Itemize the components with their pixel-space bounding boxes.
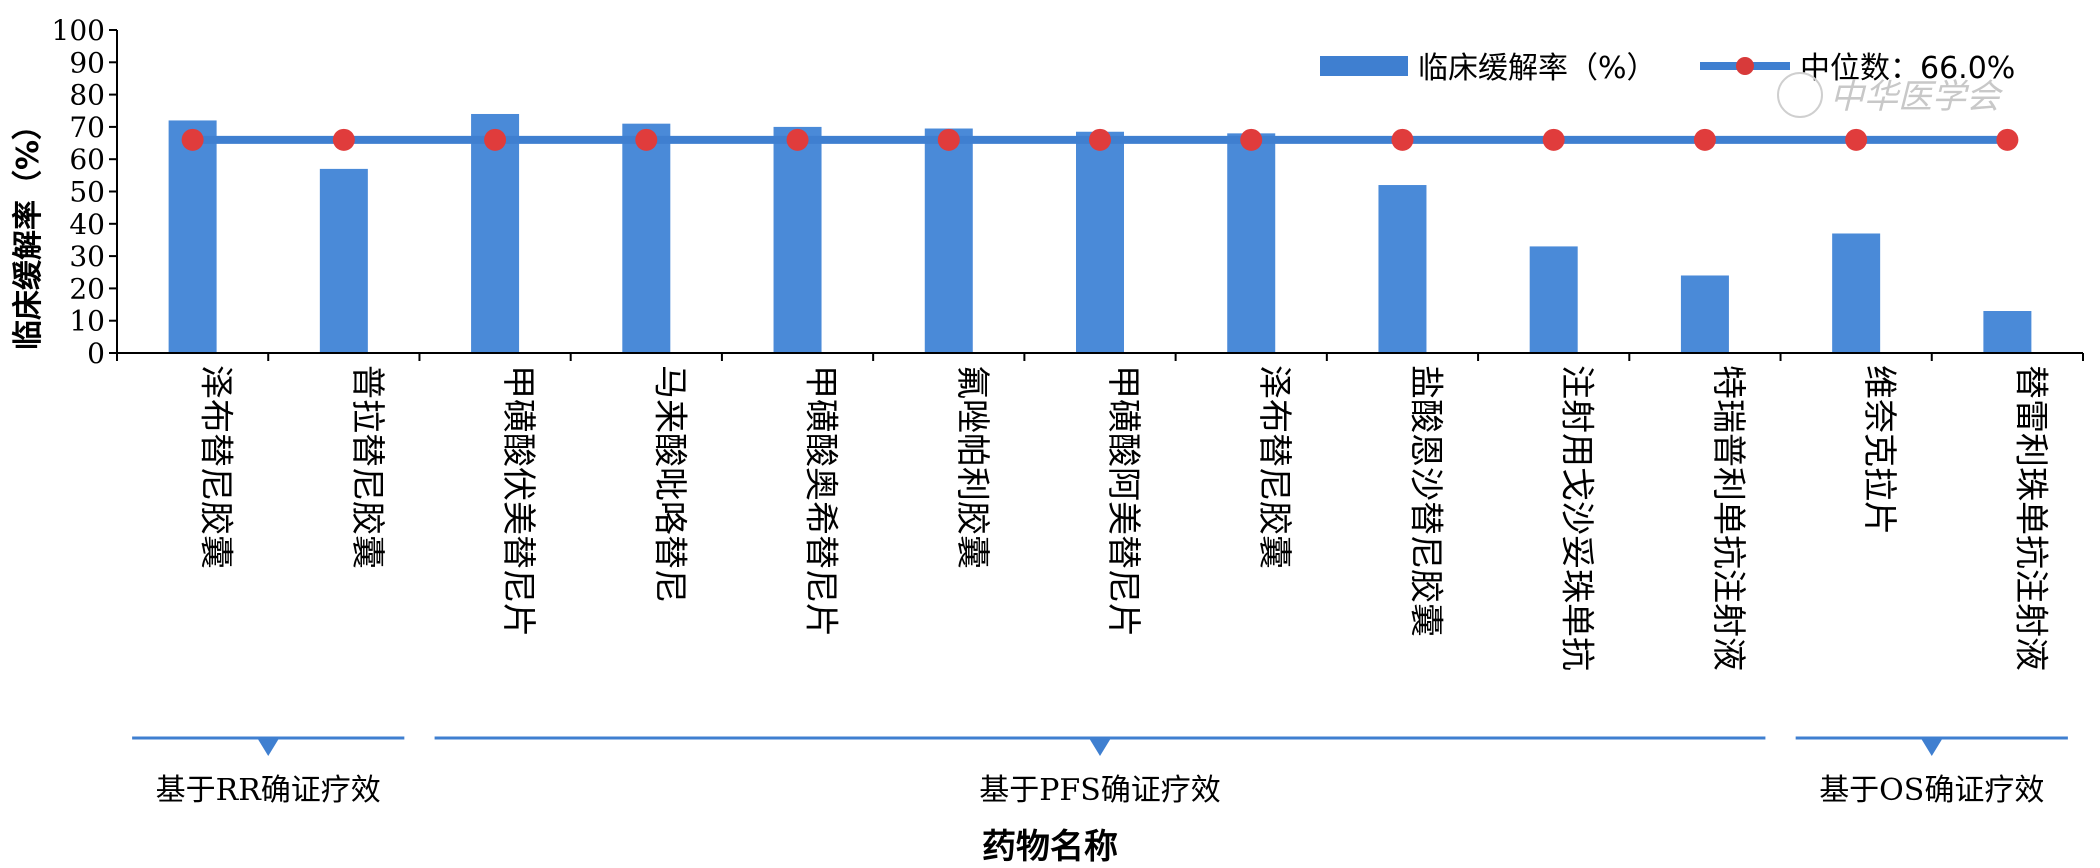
median-point bbox=[1845, 128, 1868, 151]
median-point bbox=[1542, 128, 1565, 151]
median-point bbox=[1693, 128, 1716, 151]
group-label: 基于RR确证疗效 bbox=[156, 773, 381, 808]
category-label: 泽布替尼胶囊 bbox=[1254, 365, 1294, 569]
category-label: 甲磺酸奥希替尼片 bbox=[801, 365, 841, 637]
median-point bbox=[1240, 128, 1263, 151]
category-label: 特瑞普利单抗注射液 bbox=[1708, 365, 1748, 671]
y-tick-label: 10 bbox=[69, 305, 105, 338]
bar bbox=[773, 126, 822, 354]
category-label: 维奈克拉片 bbox=[1859, 365, 1899, 535]
median-line-series bbox=[181, 128, 2019, 151]
category-label: 氟唑帕利胶囊 bbox=[952, 365, 992, 569]
bar bbox=[471, 113, 520, 353]
bar bbox=[1227, 133, 1276, 353]
category-label: 注射用戈沙妥珠单抗 bbox=[1557, 365, 1597, 671]
median-point bbox=[1996, 128, 2019, 151]
category-label: 甲磺酸阿美替尼片 bbox=[1103, 365, 1143, 637]
y-tick-label: 80 bbox=[69, 79, 105, 112]
x-axis-categories: 泽布替尼胶囊 普拉替尼胶囊 甲磺酸伏美替尼片 马来酸吡咯替尼 甲磺酸奥希替尼片 氟唑帕利胶… bbox=[116, 352, 2084, 671]
category-label: 替雷利珠单抗注射液 bbox=[2010, 365, 2050, 671]
bar bbox=[1076, 131, 1124, 353]
y-tick-label: 0 bbox=[87, 337, 105, 370]
y-tick-label: 100 bbox=[52, 14, 105, 47]
group-label: 基于PFS确证疗效 bbox=[979, 773, 1221, 808]
bar bbox=[622, 123, 671, 353]
x-axis-label: 药物名称 bbox=[982, 827, 1118, 867]
median-point bbox=[1391, 128, 1414, 151]
group-bracket-pointer bbox=[1920, 738, 1943, 756]
category-label: 甲磺酸伏美替尼片 bbox=[498, 365, 538, 637]
group-label: 基于OS确证疗效 bbox=[1819, 773, 2044, 808]
bar bbox=[1983, 311, 2032, 353]
y-tick-label: 50 bbox=[69, 176, 105, 209]
bar bbox=[1378, 185, 1427, 353]
median-point bbox=[635, 128, 658, 151]
legend-marker-swatch bbox=[1736, 57, 1754, 75]
y-tick-label: 70 bbox=[69, 111, 105, 144]
watermark: 中华医学会 bbox=[1777, 72, 2004, 118]
category-groups: 基于RR确证疗效 基于PFS确证疗效 基于OS确证疗效 bbox=[132, 736, 2068, 808]
median-point bbox=[484, 128, 507, 151]
watermark-seal-icon bbox=[1777, 72, 1823, 118]
median-point bbox=[786, 128, 809, 151]
watermark-text: 中华医学会 bbox=[1830, 77, 2004, 117]
legend-bar-swatch bbox=[1320, 56, 1408, 76]
y-axis-label: 临床缓解率（%） bbox=[11, 110, 46, 350]
bar bbox=[924, 128, 973, 353]
median-point bbox=[332, 128, 355, 151]
y-tick-label: 90 bbox=[69, 46, 105, 79]
median-point bbox=[181, 128, 204, 151]
group-bracket-pointer bbox=[257, 738, 280, 756]
group-bracket-pointer bbox=[1089, 738, 1111, 756]
y-tick-label: 20 bbox=[69, 272, 105, 305]
category-label: 普拉替尼胶囊 bbox=[347, 365, 387, 569]
legend: 临床缓解率（%） 中位数：66.0% bbox=[1320, 51, 2015, 86]
bar bbox=[1680, 275, 1729, 353]
category-label: 盐酸恩沙替尼胶囊 bbox=[1405, 365, 1445, 637]
category-label: 泽布替尼胶囊 bbox=[196, 365, 236, 569]
bar bbox=[168, 120, 217, 353]
bar bbox=[1832, 233, 1881, 353]
category-label: 马来酸吡咯替尼 bbox=[649, 365, 689, 603]
y-tick-label: 30 bbox=[69, 240, 105, 273]
median-point bbox=[937, 128, 960, 151]
bars bbox=[168, 113, 2032, 354]
bar bbox=[319, 168, 368, 353]
median-point bbox=[1089, 128, 1111, 151]
legend-bar-label: 临床缓解率（%） bbox=[1418, 51, 1657, 86]
legend-line-label: 中位数：66.0% bbox=[1800, 51, 2015, 86]
y-tick-label: 40 bbox=[69, 208, 105, 241]
y-tick-label: 60 bbox=[69, 143, 105, 176]
bar bbox=[1529, 246, 1578, 353]
